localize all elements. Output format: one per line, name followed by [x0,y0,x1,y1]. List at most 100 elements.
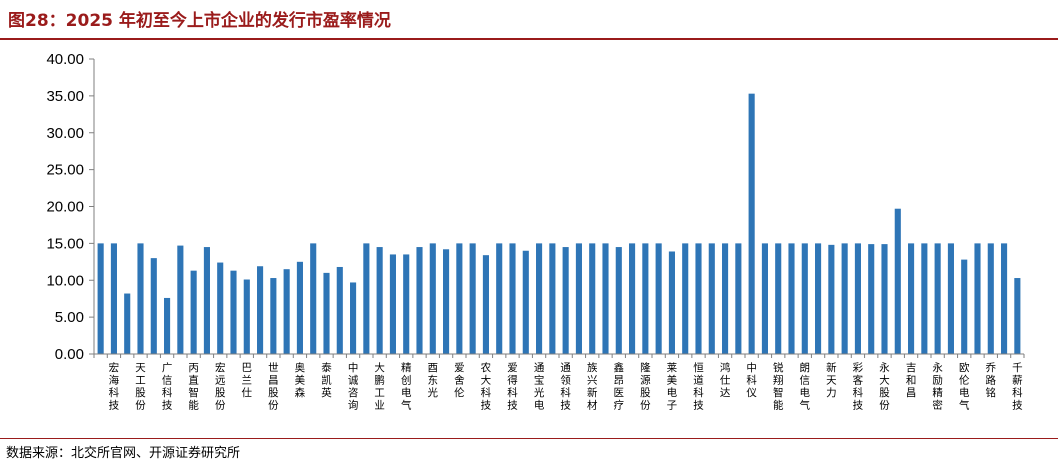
x-tick-label: 彩客科技 [853,362,864,412]
x-tick-label: 中科仪 [746,361,757,399]
x-tick-label: 新天力 [826,361,837,399]
x-tick-label: 精创电气 [401,361,412,412]
bar [403,254,410,354]
x-tick-label: 永大股份 [879,361,890,412]
bar [615,247,622,354]
bar [828,244,835,354]
bar [350,282,357,354]
x-tick-label: 农大科技 [481,361,492,412]
bar [735,243,742,354]
x-tick-label: 中诚咨询 [348,361,359,412]
bar [682,243,689,354]
x-tick-label: 隆源股份 [640,361,651,412]
bar [456,243,463,354]
x-tick-label: 宏海科技 [109,361,120,412]
bars-group [97,93,1021,354]
source-note: 数据来源：北交所官网、开源证券研究所 [6,446,241,461]
bar [815,243,822,354]
bar [722,243,729,354]
bar [522,250,529,354]
x-tick-label: 莱美电子 [667,362,678,412]
bar [668,251,675,354]
x-tick-label: 广信科技 [162,362,173,412]
bar [695,243,702,354]
bar [921,243,928,354]
bar [589,243,596,354]
bar [310,243,317,354]
bar [947,243,954,354]
bar [137,243,144,354]
bar [363,243,370,354]
x-tick-label: 鸿仕达 [720,361,731,399]
bar [761,243,768,354]
y-tick-label: 10.00 [46,272,84,289]
category-labels: 宏海科技 天工股份 广信科技 丙直智能 宏远股份 巴兰仕 世昌股份 奥美森 泰凯英 中诚咨询 大鹏工… [109,361,1023,412]
title-bar: 图28：2025 年初至今上市企业的发行市盈率情况 [0,0,1058,40]
bar [562,247,569,354]
bar [974,243,981,354]
x-tick-label: 酉东光 [428,362,439,399]
x-tick-label: 大鹏工业 [374,361,385,412]
bar [961,259,968,354]
bar-chart: 0.00 5.00 10.00 15.00 20.00 25.00 30.00 35.00 40… [46,51,1025,412]
y-tick-label: 30.00 [46,125,84,142]
bar [854,243,861,354]
x-tick-label: 通宝光电 [534,362,545,412]
x-tick-label: 巴兰仕 [242,362,253,399]
bar [97,243,104,354]
bar [801,243,808,354]
bar [642,243,649,354]
x-tick-label: 宏远股份 [215,361,226,412]
footer-divider [0,438,1058,439]
bar [110,243,117,354]
x-tick-label: 爱得科技 [507,361,518,412]
bar [336,266,343,354]
bar [788,243,795,354]
bar [1001,243,1008,354]
y-tick-label: 5.00 [55,309,84,326]
bar [177,245,184,354]
x-tick-label: 通领科技 [560,362,571,412]
bar [164,297,171,354]
bar [868,244,875,354]
bar [416,247,423,354]
bar [655,243,662,354]
bar [443,249,450,354]
bar [243,279,250,354]
x-tick-label: 泰凯英 [321,361,332,399]
y-tick-label: 35.00 [46,88,84,105]
x-tick-label: 千薪科技 [1012,362,1023,412]
x-tick-label: 世昌股份 [268,362,279,412]
x-tick-label: 鑫昂医疗 [614,361,625,412]
x-tick-label: 朗信电气 [800,362,811,412]
bar [549,243,556,354]
y-axis: 0.00 5.00 10.00 15.00 20.00 25.00 30.00 35.00 40… [46,51,95,363]
bar [270,278,277,354]
bar [748,93,755,354]
bar [283,269,290,354]
x-tick-label: 爱舍伦 [454,361,465,399]
y-tick-label: 15.00 [46,235,84,252]
bar [469,243,476,354]
bar [203,247,210,354]
bar [575,243,582,354]
bar [602,243,609,354]
page-title: 图28：2025 年初至今上市企业的发行市盈率情况 [8,11,391,31]
x-tick-label: 乔路铭 [986,362,997,399]
bar [190,270,197,354]
bar [376,247,383,354]
y-tick-label: 40.00 [46,51,84,68]
bar [482,255,489,354]
x-axis [93,353,1025,358]
bar [708,243,715,354]
x-tick-label: 族兴新材 [587,361,598,412]
bar [775,243,782,354]
bar [496,243,503,354]
bar [323,272,330,354]
bar [894,208,901,354]
bar [1014,278,1021,354]
bar [296,261,303,354]
bar [124,293,131,354]
bar [230,270,237,354]
x-tick-label: 天工股份 [135,362,146,412]
